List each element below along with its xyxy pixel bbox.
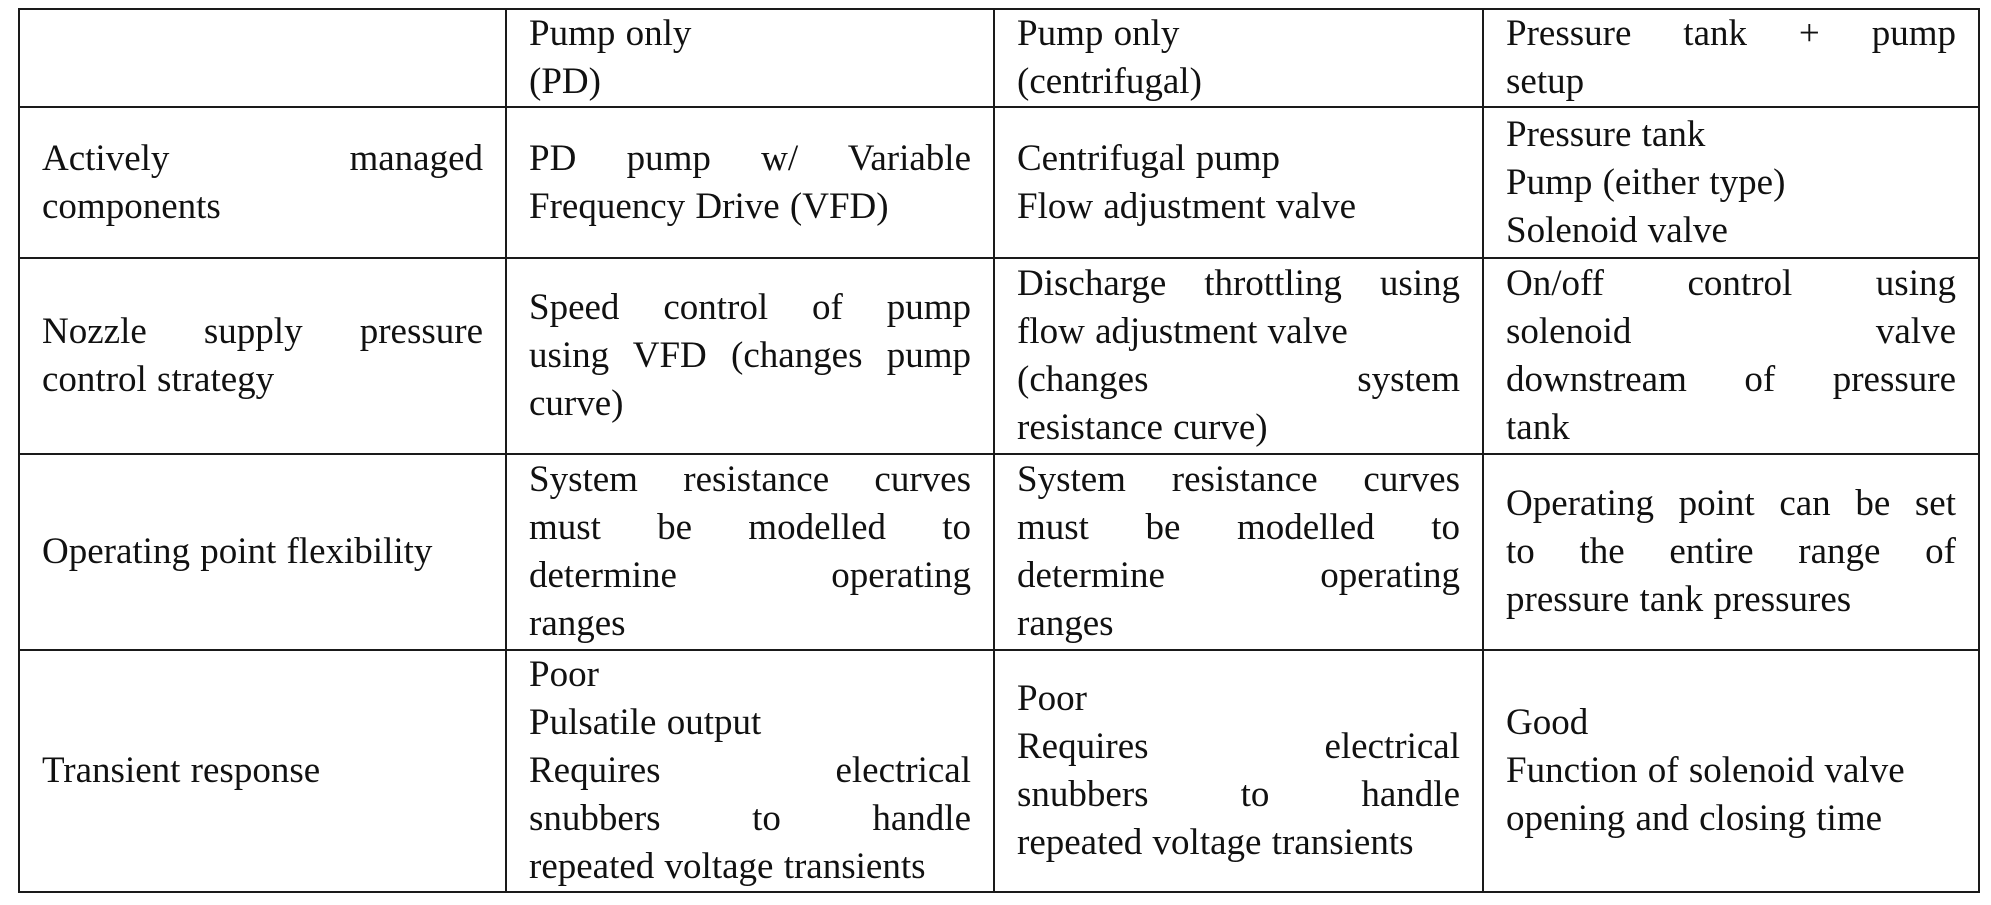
table-cell: Pressure tank Pump (either type) Solenoi…	[1482, 106, 1980, 259]
header-cell-pump-centrifugal: Pump only (centrifugal)	[993, 8, 1484, 108]
cell-text: control strategy	[42, 359, 275, 400]
table-cell: Poor Requires electrical snubbers to han…	[993, 649, 1484, 893]
cell-text: Transient response	[42, 750, 321, 791]
cell-text: Good	[1506, 702, 1589, 743]
cell-text: ranges	[529, 603, 626, 644]
cell-text: Frequency Drive (VFD)	[529, 185, 889, 227]
cell-text: ranges	[1017, 603, 1114, 644]
cell-text: must be modelled to	[1017, 507, 1460, 548]
cell-text: Actively managed	[42, 137, 483, 179]
cell-text: must be modelled to	[529, 507, 971, 548]
cell-text: Nozzle supply pressure	[42, 311, 483, 352]
table-cell: Discharge throttling using flow adjustme…	[993, 257, 1484, 455]
cell-text: Speed control of pump	[529, 287, 971, 328]
cell-text: (changes system	[1017, 359, 1460, 400]
cell-text: Solenoid valve	[1506, 209, 1728, 251]
header-cell-pump-pd: Pump only (PD)	[505, 8, 995, 108]
table-cell: On/off control using solenoid valve down…	[1482, 257, 1980, 455]
table-cell: Good Function of solenoid valve opening …	[1482, 649, 1980, 893]
cell-text: opening and closing time	[1506, 798, 1883, 839]
header-text: (PD)	[529, 61, 601, 102]
table-cell: System resistance curves must be modelle…	[993, 453, 1484, 651]
row-label-cell: Actively managed components	[18, 106, 507, 259]
table-row: Nozzle supply pressure control strategy …	[18, 257, 1980, 455]
cell-text: tank	[1506, 407, 1570, 448]
header-text: setup	[1506, 61, 1585, 102]
cell-text: Operating point can be set	[1506, 483, 1956, 524]
table-cell: PD pump w/ Variable Frequency Drive (VFD…	[505, 106, 995, 259]
cell-text: curve)	[529, 383, 624, 424]
cell-text: repeated voltage transients	[1017, 822, 1414, 863]
cell-text: using VFD (changes pump	[529, 335, 971, 376]
cell-text: Pressure tank	[1506, 113, 1706, 155]
header-text: Pump only	[529, 13, 692, 54]
table-cell: Speed control of pump using VFD (changes…	[505, 257, 995, 455]
cell-text: Pump (either type)	[1506, 161, 1786, 203]
cell-text: Discharge throttling using	[1017, 263, 1460, 304]
cell-text: Pulsatile output	[529, 702, 762, 743]
header-text: Pressure tank + pump	[1506, 13, 1956, 54]
header-text: (centrifugal)	[1017, 61, 1202, 102]
cell-text: Flow adjustment valve	[1017, 185, 1357, 227]
cell-text: Requires electrical	[529, 750, 971, 791]
cell-text: solenoid valve	[1506, 311, 1956, 352]
row-label-cell: Transient response	[18, 649, 507, 893]
comparison-table: Pump only (PD) Pump only (centrifugal) P…	[18, 8, 1980, 893]
empty-corner-cell	[18, 8, 507, 108]
cell-text: components	[42, 185, 221, 227]
table-cell: Poor Pulsatile output Requires electrica…	[505, 649, 995, 893]
cell-text: repeated voltage transients	[529, 846, 926, 887]
cell-text: snubbers to handle	[1017, 774, 1460, 815]
cell-text: Operating point flexibility	[42, 531, 433, 572]
cell-text: snubbers to handle	[529, 798, 971, 839]
cell-text: determine operating	[529, 555, 971, 596]
cell-text: System resistance curves	[1017, 459, 1460, 500]
header-cell-pressure-tank: Pressure tank + pump setup	[1482, 8, 1980, 108]
table-cell: Operating point can be set to the entire…	[1482, 453, 1980, 651]
cell-text: downstream of pressure	[1506, 359, 1956, 400]
row-label-cell: Nozzle supply pressure control strategy	[18, 257, 507, 455]
table-row: Operating point flexibility System resis…	[18, 453, 1980, 651]
row-label-cell: Operating point flexibility	[18, 453, 507, 651]
header-text: Pump only	[1017, 13, 1180, 54]
cell-text: pressure tank pressures	[1506, 579, 1852, 620]
header-row: Pump only (PD) Pump only (centrifugal) P…	[18, 8, 1980, 108]
table-row: Actively managed components PD pump w/ V…	[18, 106, 1980, 259]
cell-text: On/off control using	[1506, 263, 1956, 304]
cell-text: Centrifugal pump	[1017, 137, 1281, 179]
table-cell: Centrifugal pump Flow adjustment valve	[993, 106, 1484, 259]
cell-text: Poor	[529, 654, 599, 695]
cell-text: Poor	[1017, 678, 1087, 719]
cell-text: flow adjustment valve	[1017, 311, 1348, 352]
cell-text: System resistance curves	[529, 459, 971, 500]
table-cell: System resistance curves must be modelle…	[505, 453, 995, 651]
cell-text: resistance curve)	[1017, 407, 1268, 448]
cell-text: Function of solenoid valve	[1506, 750, 1905, 791]
cell-text: Requires electrical	[1017, 726, 1460, 767]
cell-text: PD pump w/ Variable	[529, 137, 971, 179]
cell-text: to the entire range of	[1506, 531, 1956, 572]
table-row: Transient response Poor Pulsatile output…	[18, 649, 1980, 893]
cell-text: determine operating	[1017, 555, 1460, 596]
